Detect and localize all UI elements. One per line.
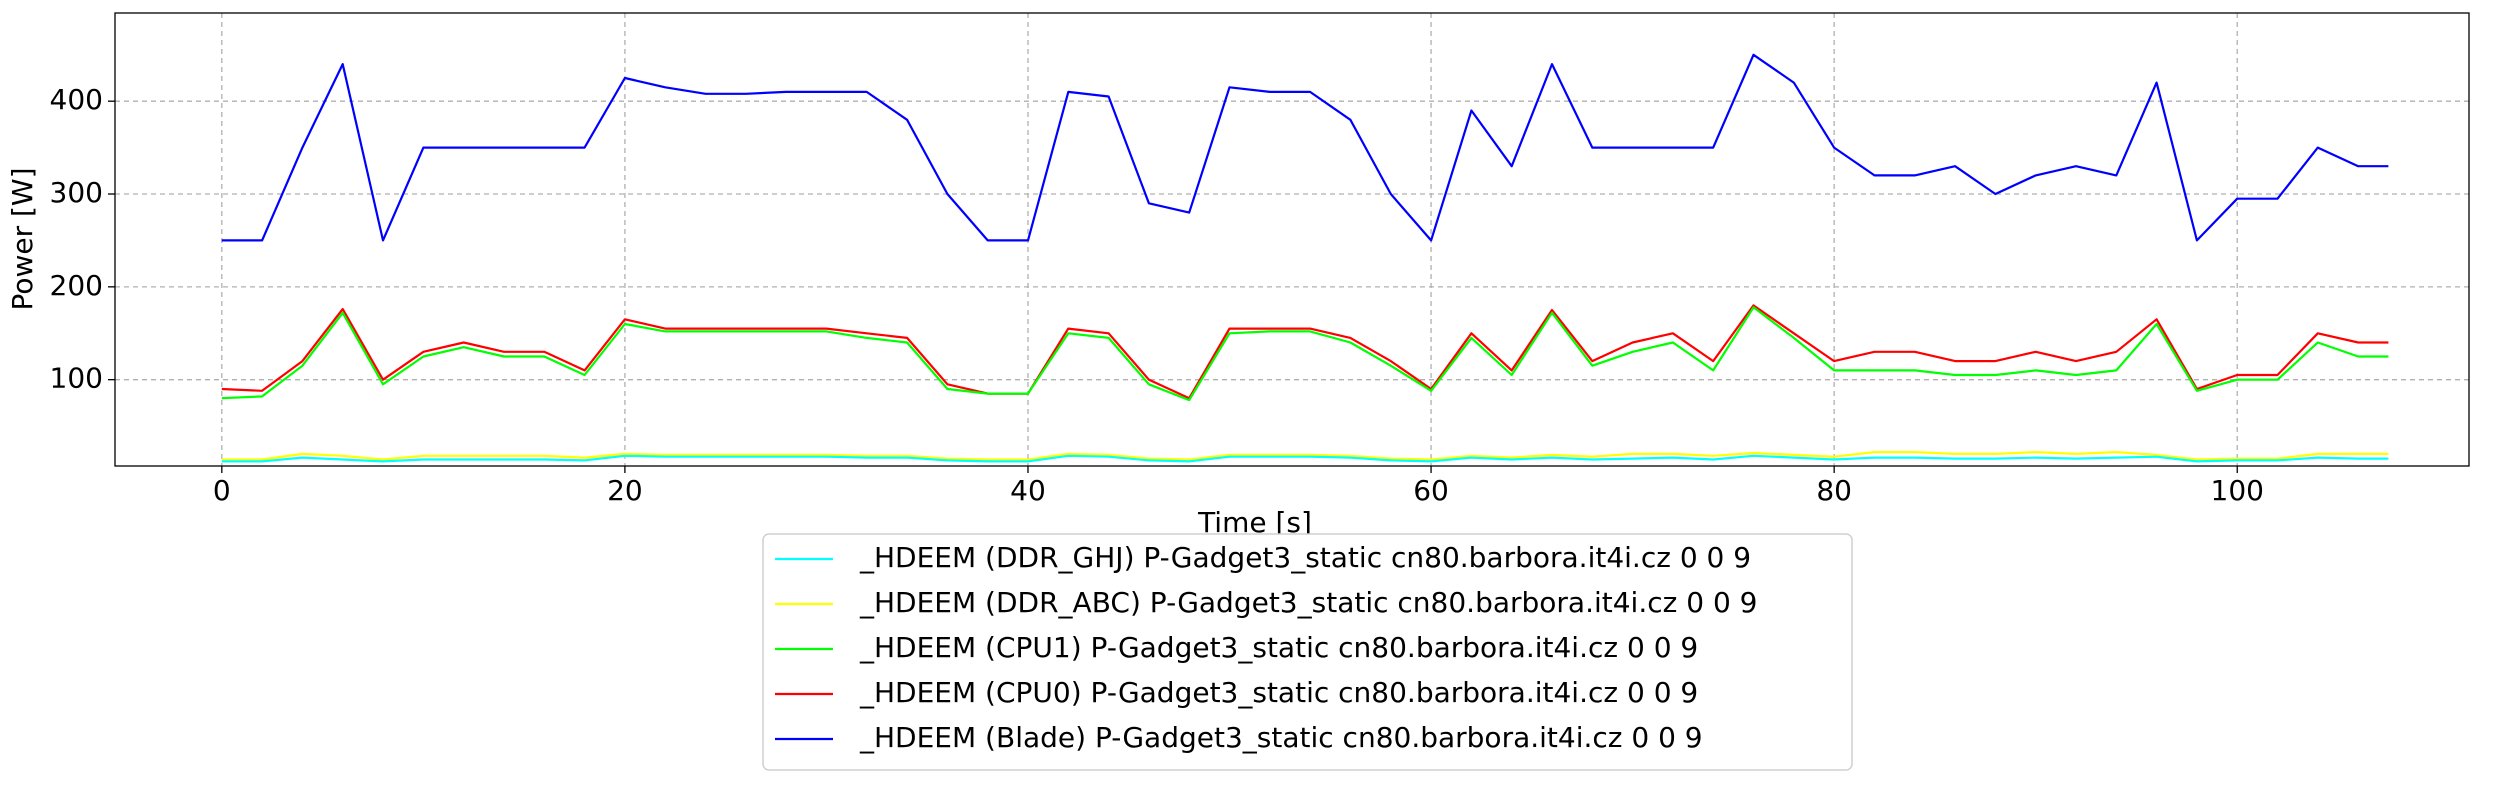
y-tick-label: 400 — [50, 83, 103, 116]
legend-label: _HDEEM (DDR_ABC) P-Gadget3_static cn80.b… — [859, 586, 1757, 619]
y-tick-label: 300 — [50, 176, 103, 209]
x-tick-label: 20 — [607, 474, 643, 507]
plot-frame — [114, 12, 2470, 467]
x-tick-label: 0 — [213, 474, 231, 507]
series-line — [221, 451, 2389, 461]
legend-label: _HDEEM (CPU1) P-Gadget3_static cn80.barb… — [859, 631, 1698, 664]
y-axis-label: Power [W] — [6, 167, 39, 310]
x-tick-label: 80 — [1816, 474, 1852, 507]
legend-label: _HDEEM (CPU0) P-Gadget3_static cn80.barb… — [859, 676, 1698, 709]
y-tick-label: 100 — [50, 362, 103, 395]
series-line — [221, 454, 2389, 463]
y-tick-label: 200 — [50, 269, 103, 302]
legend-label: _HDEEM (Blade) P-Gadget3_static cn80.bar… — [859, 721, 1703, 754]
legend-box — [762, 533, 1853, 771]
x-tick-label: 60 — [1413, 474, 1449, 507]
x-tick-label: 100 — [2211, 474, 2264, 507]
series-line — [221, 53, 2389, 242]
series-line — [221, 304, 2389, 400]
series-line — [221, 306, 2389, 402]
legend-label: _HDEEM (DDR_GHJ) P-Gadget3_static cn80.b… — [859, 541, 1751, 574]
x-tick-label: 40 — [1010, 474, 1046, 507]
